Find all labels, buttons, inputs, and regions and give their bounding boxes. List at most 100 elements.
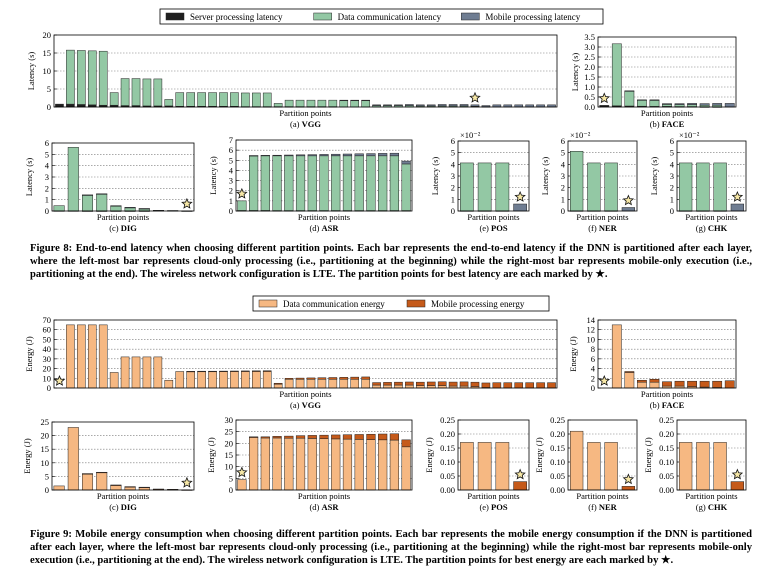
y-axis-label: Energy (J) xyxy=(534,437,544,473)
bar-segment xyxy=(284,155,294,211)
bar-segment xyxy=(208,92,217,107)
subplot-title: (c) DIG xyxy=(109,502,137,512)
y-tick-label: 3 xyxy=(229,176,233,186)
y-tick-label: 15 xyxy=(41,444,50,454)
bar-segment xyxy=(674,103,685,105)
bar-segment xyxy=(53,205,65,212)
y-tick-label: 4 xyxy=(45,161,50,171)
bar-segment xyxy=(98,50,108,106)
y-tick-label: 5 xyxy=(45,149,49,159)
best-partition-star-icon xyxy=(622,473,635,485)
legend-label: Mobile processing energy xyxy=(431,299,525,309)
legend-label: Data communication latency xyxy=(338,12,442,22)
bar-segment xyxy=(604,162,618,212)
bar-segment xyxy=(82,473,94,475)
bar-segment xyxy=(67,427,79,491)
bar-segment xyxy=(328,99,338,107)
subplot-title: (d) ASR xyxy=(309,223,339,233)
bar-segment xyxy=(284,378,294,380)
bar-segment xyxy=(67,147,79,212)
figure-8-caption: Figure 8: End-to-end latency when choosi… xyxy=(30,243,752,280)
y-tick-label: 5 xyxy=(670,148,674,158)
bar-segment xyxy=(569,151,584,212)
bar-segment xyxy=(284,154,294,157)
plot-frame xyxy=(567,419,638,491)
y-tick-label: 0.05 xyxy=(440,471,455,481)
bar-segment xyxy=(272,155,282,211)
y-tick-label: 3 xyxy=(561,171,565,181)
bar-segment xyxy=(366,439,376,491)
y-tick-label: 0 xyxy=(591,383,595,393)
bar-segment xyxy=(208,370,217,373)
bar-segment xyxy=(687,103,697,105)
bar-segment xyxy=(55,103,64,108)
bar-segment xyxy=(153,356,163,389)
bar-segment xyxy=(378,155,388,211)
scale-label: ×10⁻² xyxy=(460,130,481,140)
subplot-title: (e) POS xyxy=(479,223,507,233)
bar-segment xyxy=(295,437,306,491)
chart-panel: 0 12 3 45 6 ×10⁻² Latency (s) Partition points(… xyxy=(430,130,530,233)
bar-segment xyxy=(459,104,469,107)
y-tick-label: 0.15 xyxy=(659,443,674,453)
y-tick-label: 0 xyxy=(47,383,51,393)
best-partition-star-icon xyxy=(514,468,526,480)
y-tick-label: 4 xyxy=(670,159,675,169)
best-partition-star-icon xyxy=(622,194,635,206)
bar-segment xyxy=(252,370,261,372)
bar-segment xyxy=(284,99,294,107)
bar-segment xyxy=(241,370,250,372)
y-tick-label: 0.00 xyxy=(659,485,674,495)
best-partition-star-icon xyxy=(53,374,66,386)
y-tick-label: 4 xyxy=(451,159,456,169)
y-tick-label: 2.0 xyxy=(584,62,595,72)
bar-segment xyxy=(699,103,710,106)
bar-segment xyxy=(350,100,360,108)
y-tick-label: 4 xyxy=(229,165,234,175)
y-tick-label: 2 xyxy=(670,183,674,193)
bar-segment xyxy=(295,379,305,389)
bar-segment xyxy=(109,372,119,389)
bar-segment xyxy=(164,99,174,107)
bar-segment xyxy=(307,155,317,211)
bar-segment xyxy=(378,153,388,157)
plot-frame xyxy=(51,142,195,212)
scale-label: ×10⁻² xyxy=(679,130,700,140)
bar-segment xyxy=(262,370,272,372)
plot-frame xyxy=(597,319,737,389)
bar-segment xyxy=(307,154,317,157)
bar-segment xyxy=(175,371,185,389)
bar-segment xyxy=(547,382,556,389)
y-tick-label: 0.20 xyxy=(550,429,565,439)
bar-segment xyxy=(637,99,647,101)
plot-frame xyxy=(53,319,558,389)
bar-segment xyxy=(249,437,259,491)
figure-8-legend: Server processing latency Data communicat… xyxy=(159,8,604,25)
bar-segment xyxy=(272,154,282,157)
bar-segment xyxy=(284,379,294,389)
y-tick-label: 30 xyxy=(43,354,52,364)
bar-segment xyxy=(649,99,660,101)
bar-segment xyxy=(319,434,329,439)
bar-segment xyxy=(649,379,660,383)
chart-panel: 01 234 56 Latency (s) Partition points(c) DI… xyxy=(24,138,195,233)
bar-segment xyxy=(96,193,108,212)
legend-swatch xyxy=(313,12,332,21)
bar-segment xyxy=(339,379,349,389)
x-axis-label: Partition points xyxy=(685,212,737,222)
subplot-title: (f) NER xyxy=(588,502,617,512)
y-tick-label: 20 xyxy=(225,438,234,448)
y-tick-label: 1 xyxy=(670,194,674,204)
bar-segment xyxy=(372,384,381,389)
legend-swatch xyxy=(461,12,480,21)
y-tick-label: 1.5 xyxy=(584,72,595,82)
y-axis-label: Latency (s) xyxy=(26,52,36,91)
y-tick-label: 15 xyxy=(43,48,52,58)
bar-segment xyxy=(138,208,150,210)
bar-segment xyxy=(219,371,228,389)
x-axis-label: Partition points xyxy=(467,212,519,222)
y-tick-label: 0.10 xyxy=(659,457,674,467)
bar-segment xyxy=(306,377,316,380)
